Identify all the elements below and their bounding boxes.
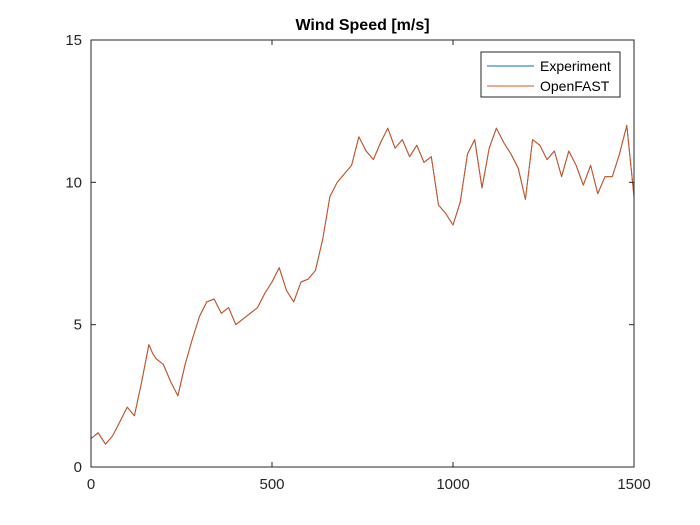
legend-label-experiment: Experiment bbox=[540, 58, 611, 74]
y-tick-label-15: 15 bbox=[65, 32, 82, 49]
x-tick-label-1000: 1000 bbox=[436, 476, 469, 493]
x-tick-label-1500: 1500 bbox=[617, 476, 650, 493]
chart-title: Wind Speed [m/s] bbox=[295, 17, 429, 34]
x-tick-label-0: 0 bbox=[87, 476, 95, 493]
y-tick-label-5: 5 bbox=[74, 317, 82, 334]
legend: Experiment OpenFAST bbox=[480, 51, 621, 98]
ticks-layer: 0 500 1000 1500 0 5 10 15 bbox=[65, 32, 650, 493]
y-tick-label-0: 0 bbox=[74, 459, 82, 476]
axes-box bbox=[90, 39, 635, 468]
plot-area bbox=[91, 40, 634, 467]
y-tick-label-10: 10 bbox=[65, 174, 82, 191]
legend-label-openfast: OpenFAST bbox=[540, 78, 610, 94]
x-tick-label-500: 500 bbox=[259, 476, 284, 493]
legend-box bbox=[480, 51, 621, 98]
series-layer bbox=[90, 124, 635, 445]
series-line-openfast bbox=[90, 124, 635, 445]
